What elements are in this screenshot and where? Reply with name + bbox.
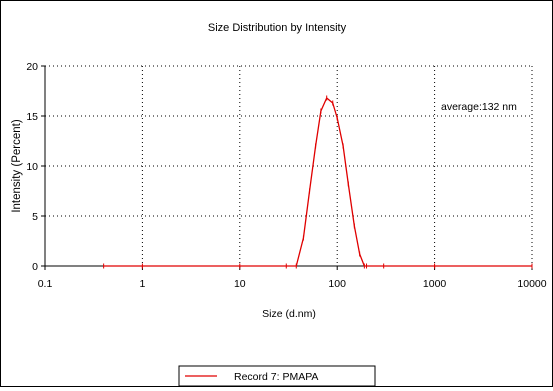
x-tick-label: 10000 — [517, 278, 546, 290]
x-tick-label: 100 — [328, 278, 346, 290]
y-tick-label: 15 — [26, 111, 38, 123]
x-tick-group: 0.1 1 10 100 1000 10000 — [38, 266, 547, 290]
series-line — [103, 97, 532, 267]
grid-lines — [45, 65, 533, 266]
x-tick-label: 10 — [234, 278, 246, 290]
chart-title: Size Distribution by Intensity — [208, 22, 347, 34]
x-tick-label: 1000 — [423, 278, 447, 290]
data-marks — [103, 95, 533, 269]
y-axis-label: Intensity (Percent) — [11, 119, 23, 212]
legend-entry-label: Record 7: PMAPA — [234, 371, 318, 383]
y-tick-label: 20 — [26, 61, 38, 73]
y-tick-label: 10 — [26, 161, 38, 173]
x-axis-label: Size (d.nm) — [262, 308, 316, 320]
legend: Record 7: PMAPA — [178, 365, 376, 387]
y-tick-label: 5 — [32, 211, 38, 223]
y-tick-label: 0 — [32, 261, 38, 273]
average-annotation: average:132 nm — [441, 101, 517, 113]
y-tick-group: 0 5 10 15 20 — [26, 61, 45, 273]
x-tick-label: 1 — [139, 278, 145, 290]
x-tick-label: 0.1 — [38, 278, 53, 290]
